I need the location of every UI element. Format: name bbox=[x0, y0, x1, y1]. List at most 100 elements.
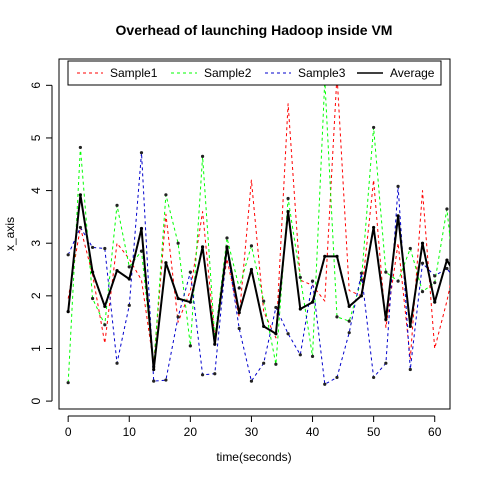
chart-title: Overhead of launching Hadoop inside VM bbox=[116, 22, 393, 38]
point-average bbox=[115, 268, 119, 273]
point-sample3 bbox=[408, 367, 412, 372]
point-sample2 bbox=[164, 193, 168, 197]
point-sample2 bbox=[115, 203, 119, 207]
point-sample2 bbox=[127, 265, 131, 269]
x-tick-label: 50 bbox=[367, 425, 381, 439]
point-average bbox=[433, 300, 437, 304]
point-sample3 bbox=[176, 315, 180, 319]
y-tick-label: 3 bbox=[29, 240, 43, 247]
point-sample2 bbox=[139, 249, 144, 253]
point-sample2 bbox=[103, 323, 107, 327]
y-tick-label: 1 bbox=[29, 345, 43, 352]
point-sample2 bbox=[188, 344, 192, 348]
point-average bbox=[127, 277, 131, 281]
point-sample2 bbox=[335, 315, 339, 319]
point-sample3 bbox=[139, 151, 144, 155]
point-sample2 bbox=[237, 286, 241, 290]
point-sample3 bbox=[396, 184, 400, 188]
point-average bbox=[458, 280, 461, 283]
point-average bbox=[372, 225, 376, 230]
legend-label-sample1: Sample1 bbox=[110, 66, 158, 80]
x-tick-label: 0 bbox=[65, 425, 72, 439]
point-sample3 bbox=[323, 382, 327, 386]
point-sample3 bbox=[372, 375, 376, 380]
x-tick-label: 20 bbox=[184, 425, 198, 439]
point-average bbox=[262, 324, 266, 328]
point-average bbox=[310, 300, 315, 304]
point-average bbox=[66, 310, 70, 314]
point-sample3 bbox=[347, 331, 351, 335]
point-sample2 bbox=[249, 244, 254, 248]
point-sample3 bbox=[433, 274, 437, 278]
point-sample3 bbox=[103, 246, 107, 251]
y-tick-label: 4 bbox=[29, 187, 43, 194]
point-sample3 bbox=[249, 379, 254, 383]
point-sample3 bbox=[458, 284, 461, 287]
y-tick-label: 6 bbox=[29, 82, 43, 89]
point-average bbox=[103, 304, 107, 308]
series-line-sample2 bbox=[67, 79, 450, 383]
point-sample2 bbox=[433, 281, 437, 285]
point-sample2 bbox=[262, 299, 266, 303]
point-average bbox=[359, 294, 364, 298]
x-tick-label: 10 bbox=[123, 425, 137, 439]
point-average bbox=[152, 367, 156, 372]
series-line-sample3 bbox=[67, 152, 450, 385]
point-average bbox=[176, 296, 180, 301]
point-average bbox=[213, 342, 217, 346]
point-sample2 bbox=[458, 321, 461, 324]
point-sample3 bbox=[298, 353, 302, 357]
point-average bbox=[335, 254, 339, 258]
point-sample2 bbox=[274, 362, 278, 366]
point-sample2 bbox=[408, 246, 412, 251]
point-sample2 bbox=[225, 236, 229, 240]
point-sample3 bbox=[237, 326, 241, 331]
point-average bbox=[384, 317, 388, 322]
point-sample2 bbox=[445, 207, 449, 211]
x-tick-label: 30 bbox=[245, 425, 259, 439]
legend: Sample1 Sample2 Sample3 Average bbox=[67, 60, 442, 86]
point-sample3 bbox=[420, 261, 425, 265]
point-average bbox=[298, 307, 302, 311]
point-sample3 bbox=[274, 305, 278, 310]
point-sample3 bbox=[127, 303, 131, 307]
y-tick-label: 0 bbox=[29, 397, 43, 404]
point-sample3 bbox=[115, 361, 119, 365]
point-sample3 bbox=[335, 375, 339, 380]
point-sample2 bbox=[286, 196, 290, 201]
point-sample2 bbox=[176, 241, 180, 245]
y-axis: 0 1 2 3 4 5 6 bbox=[29, 82, 53, 404]
point-average bbox=[237, 311, 241, 315]
series-line-sample1 bbox=[67, 74, 450, 365]
x-axis: 0 10 20 30 40 50 60 bbox=[65, 415, 442, 439]
point-average bbox=[323, 254, 327, 258]
x-tick-label: 60 bbox=[428, 425, 442, 439]
legend-label-sample3: Sample3 bbox=[298, 66, 346, 80]
point-sample2 bbox=[347, 319, 351, 323]
point-sample3 bbox=[91, 245, 95, 250]
x-tick-label: 40 bbox=[306, 425, 320, 439]
point-average bbox=[225, 245, 229, 249]
point-sample3 bbox=[286, 332, 290, 336]
series-line-average bbox=[67, 193, 450, 371]
point-sample2 bbox=[372, 125, 376, 130]
legend-label-average: Average bbox=[390, 66, 435, 80]
point-average bbox=[91, 270, 95, 274]
point-sample2 bbox=[298, 275, 302, 280]
point-average bbox=[78, 193, 82, 197]
y-tick-label: 5 bbox=[29, 134, 43, 141]
point-average bbox=[139, 226, 144, 231]
point-sample3 bbox=[188, 270, 192, 274]
point-sample3 bbox=[262, 361, 266, 365]
point-average bbox=[286, 210, 290, 214]
point-sample2 bbox=[78, 145, 82, 150]
point-sample2 bbox=[384, 270, 388, 274]
series-layer bbox=[66, 74, 461, 386]
point-average bbox=[274, 332, 278, 336]
y-tick-label: 2 bbox=[29, 292, 43, 299]
point-sample3 bbox=[445, 266, 449, 271]
point-sample2 bbox=[200, 154, 205, 158]
point-sample3 bbox=[152, 379, 156, 383]
point-sample3 bbox=[359, 271, 364, 275]
